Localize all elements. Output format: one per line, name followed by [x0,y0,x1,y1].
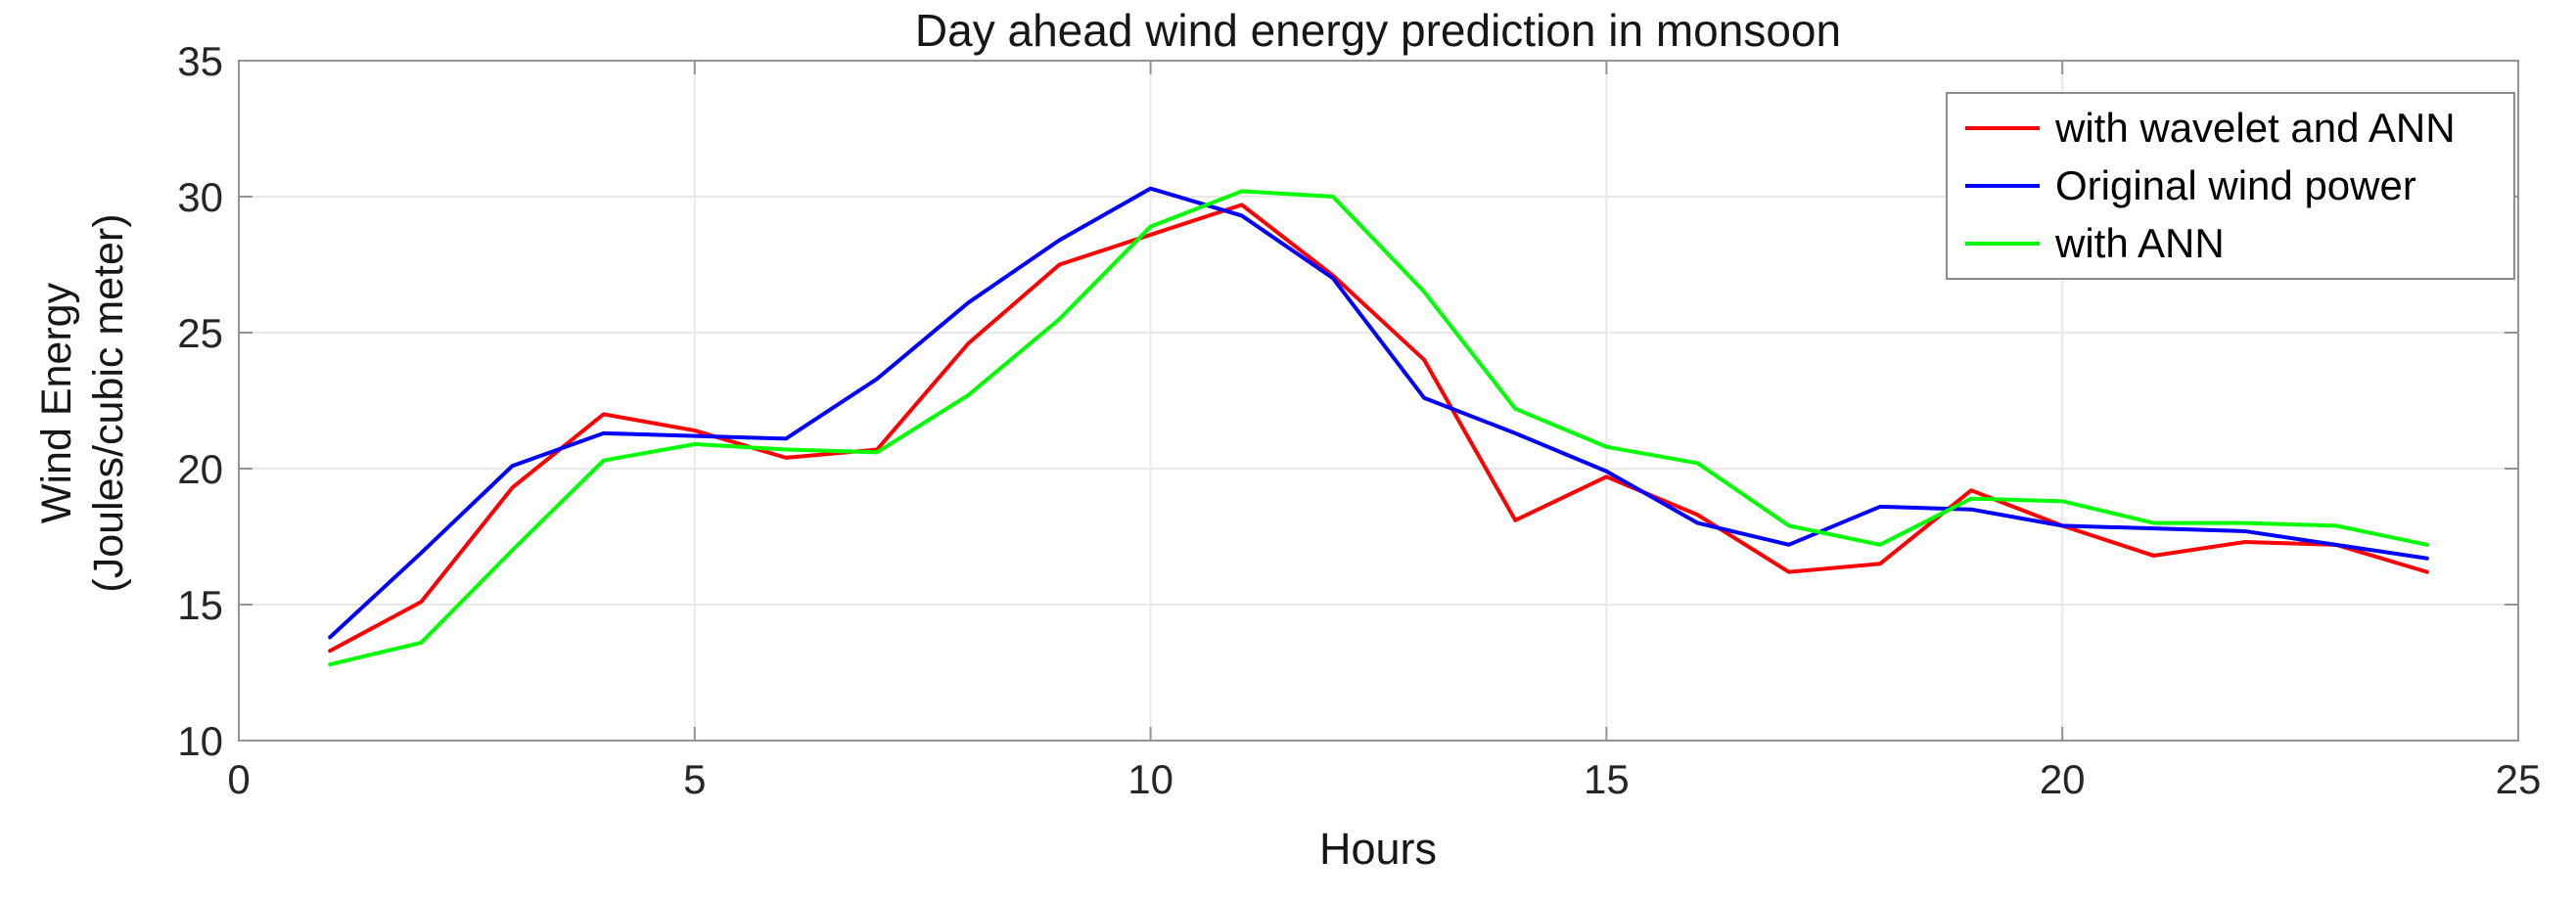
legend-item-label: with ANN [2055,219,2225,266]
y-tick-label: 20 [177,446,223,492]
x-tick-label: 5 [683,756,706,802]
y-tick-label: 10 [177,718,223,764]
x-axis-label: Hours [1318,824,1438,874]
series-line-with-wavelet-and-ann [328,203,2429,654]
legend-item: with wavelet and ANN [1965,105,2513,152]
y-tick-label: 30 [177,174,223,220]
x-tick-label: 25 [2496,756,2542,802]
legend-line-sample-blue-icon [1965,183,2040,188]
x-tick-label: 10 [1127,756,1173,802]
chart-title: Day ahead wind energy prediction in mons… [914,5,1842,56]
legend-item: with ANN [1965,220,2513,267]
legend: with wavelet and ANN Original wind power… [1946,92,2515,280]
legend-item: Original wind power [1965,162,2513,209]
axis-box [238,60,2519,742]
legend-line-sample-green-icon [1965,241,2040,246]
y-tick-label: 15 [177,582,223,628]
y-axis-label-line1: Wind Energy [33,282,80,524]
legend-item-label: with wavelet and ANN [2055,105,2456,152]
y-tick-label: 35 [177,38,223,84]
x-tick-label: 20 [2040,756,2086,802]
series-line-original-wind-power [328,186,2429,640]
y-axis-label: Wind Energy (Joules/cubic meter) [31,213,135,592]
y-tick-label: 25 [177,310,223,356]
x-tick-label: 0 [227,756,250,802]
series-line-with-ann [328,189,2429,667]
y-axis-label-line2: (Joules/cubic meter) [85,213,132,593]
legend-line-sample-red-icon [1965,126,2040,131]
legend-item-label: Original wind power [2055,161,2416,208]
x-tick-label: 15 [1584,756,1630,802]
